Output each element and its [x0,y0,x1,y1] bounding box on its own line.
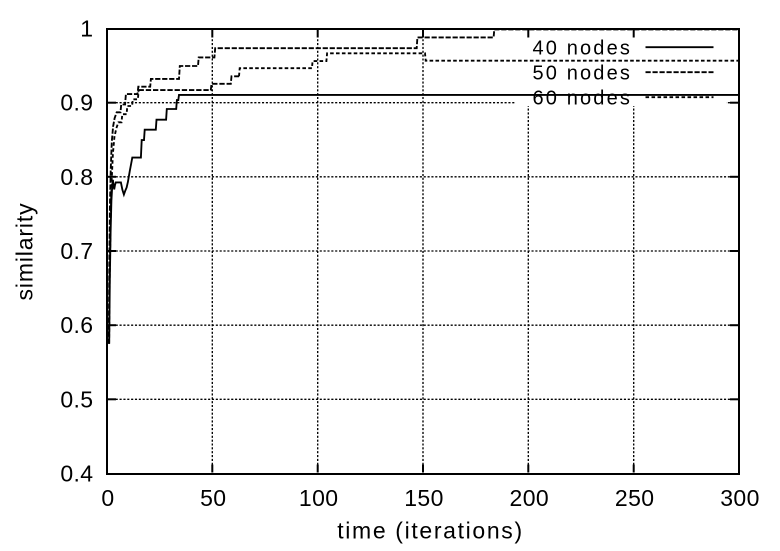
svg-text:0.9: 0.9 [60,90,93,116]
svg-text:50 nodes: 50 nodes [533,63,633,85]
svg-text:150: 150 [404,485,444,511]
svg-text:0.4: 0.4 [60,461,93,487]
svg-text:0.8: 0.8 [60,164,93,190]
svg-text:time (iterations): time (iterations) [337,518,524,544]
svg-text:0.7: 0.7 [60,238,93,264]
svg-text:0.6: 0.6 [60,312,93,338]
svg-text:similarity: similarity [12,203,38,301]
svg-text:60 nodes: 60 nodes [533,88,633,110]
svg-text:300: 300 [720,485,760,511]
svg-text:250: 250 [615,485,655,511]
svg-text:100: 100 [299,485,339,511]
svg-text:200: 200 [510,485,550,511]
svg-text:1: 1 [80,16,93,42]
svg-text:50: 50 [200,485,226,511]
svg-text:0.5: 0.5 [60,386,93,412]
svg-text:40 nodes: 40 nodes [533,38,633,60]
svg-text:0: 0 [101,485,114,511]
